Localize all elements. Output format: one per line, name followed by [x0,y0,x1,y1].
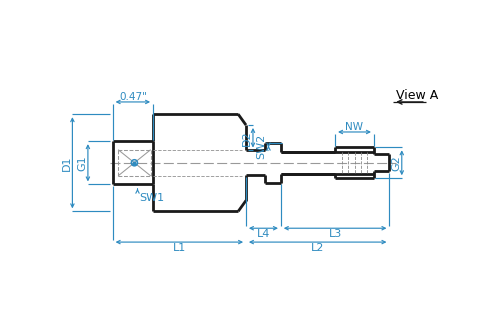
Text: SW2: SW2 [256,134,266,159]
Text: NW: NW [346,122,363,132]
Text: D2: D2 [242,130,252,146]
Text: L4: L4 [257,230,270,239]
Text: D1: D1 [62,155,72,171]
Text: L1: L1 [173,243,186,253]
Text: 0.47": 0.47" [119,92,147,101]
Text: L2: L2 [311,243,324,253]
Text: L3: L3 [328,230,342,239]
Text: G1: G1 [77,155,87,171]
Text: SW1: SW1 [139,193,164,203]
Text: G2: G2 [391,155,401,171]
Text: View A: View A [396,88,438,101]
